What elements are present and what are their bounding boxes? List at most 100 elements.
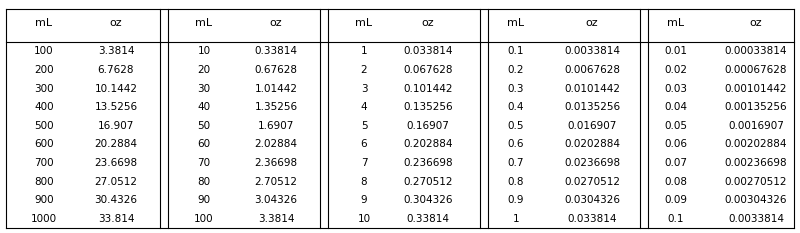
Text: 2.02884: 2.02884 xyxy=(254,140,298,149)
Text: 4: 4 xyxy=(361,102,367,112)
Text: oz: oz xyxy=(422,18,434,28)
Text: 50: 50 xyxy=(198,121,210,131)
Text: 0.03: 0.03 xyxy=(665,84,687,93)
Text: 60: 60 xyxy=(198,140,210,149)
Text: mL: mL xyxy=(667,18,685,28)
Text: 1.35256: 1.35256 xyxy=(254,102,298,112)
Text: 1: 1 xyxy=(513,214,519,224)
Text: 0.00236698: 0.00236698 xyxy=(725,158,787,168)
Text: 2.36698: 2.36698 xyxy=(254,158,298,168)
Text: 0.7: 0.7 xyxy=(508,158,524,168)
Text: 0.1: 0.1 xyxy=(508,46,524,56)
Text: 0.5: 0.5 xyxy=(508,121,524,131)
Text: 6: 6 xyxy=(361,140,367,149)
Text: 3: 3 xyxy=(361,84,367,93)
Text: 0.2: 0.2 xyxy=(508,65,524,75)
Text: 1.6907: 1.6907 xyxy=(258,121,294,131)
Text: 40: 40 xyxy=(198,102,210,112)
Text: 600: 600 xyxy=(34,140,54,149)
Text: 3.3814: 3.3814 xyxy=(258,214,294,224)
Text: 0.00270512: 0.00270512 xyxy=(725,177,787,187)
Text: 0.33814: 0.33814 xyxy=(254,46,298,56)
Text: oz: oz xyxy=(270,18,282,28)
Text: 0.67628: 0.67628 xyxy=(254,65,298,75)
Text: 0.4: 0.4 xyxy=(508,102,524,112)
Text: 0.02: 0.02 xyxy=(665,65,687,75)
Text: 100: 100 xyxy=(34,46,54,56)
Text: 0.1: 0.1 xyxy=(668,214,684,224)
Text: 0.00033814: 0.00033814 xyxy=(725,46,787,56)
Text: 5: 5 xyxy=(361,121,367,131)
Text: 9: 9 xyxy=(361,195,367,205)
Text: 0.0270512: 0.0270512 xyxy=(564,177,620,187)
Text: 0.8: 0.8 xyxy=(508,177,524,187)
Text: 30: 30 xyxy=(198,84,210,93)
Text: 100: 100 xyxy=(194,214,214,224)
Text: 70: 70 xyxy=(198,158,210,168)
Text: 0.067628: 0.067628 xyxy=(403,65,453,75)
Text: 20.2884: 20.2884 xyxy=(94,140,138,149)
Text: 23.6698: 23.6698 xyxy=(94,158,138,168)
Text: 0.202884: 0.202884 xyxy=(403,140,453,149)
Text: 33.814: 33.814 xyxy=(98,214,134,224)
Text: 0.016907: 0.016907 xyxy=(567,121,617,131)
Text: 10.1442: 10.1442 xyxy=(94,84,138,93)
Text: 0.0033814: 0.0033814 xyxy=(728,214,784,224)
Text: 400: 400 xyxy=(34,102,54,112)
Text: 30.4326: 30.4326 xyxy=(94,195,138,205)
Text: 10: 10 xyxy=(358,214,370,224)
Text: oz: oz xyxy=(750,18,762,28)
Text: 0.0135256: 0.0135256 xyxy=(564,102,620,112)
Text: 0.033814: 0.033814 xyxy=(403,46,453,56)
Text: 500: 500 xyxy=(34,121,54,131)
Text: 900: 900 xyxy=(34,195,54,205)
Text: 3.04326: 3.04326 xyxy=(254,195,298,205)
Text: 0.00067628: 0.00067628 xyxy=(725,65,787,75)
Text: 0.0033814: 0.0033814 xyxy=(564,46,620,56)
Text: 0.16907: 0.16907 xyxy=(406,121,450,131)
Text: 0.01: 0.01 xyxy=(665,46,687,56)
Text: 300: 300 xyxy=(34,84,54,93)
Text: 0.00101442: 0.00101442 xyxy=(725,84,787,93)
Text: 0.9: 0.9 xyxy=(508,195,524,205)
Text: 2.70512: 2.70512 xyxy=(254,177,298,187)
Text: 0.135256: 0.135256 xyxy=(403,102,453,112)
Text: 10: 10 xyxy=(198,46,210,56)
Text: 16.907: 16.907 xyxy=(98,121,134,131)
Text: 13.5256: 13.5256 xyxy=(94,102,138,112)
Text: 0.0016907: 0.0016907 xyxy=(728,121,784,131)
Text: 0.0101442: 0.0101442 xyxy=(564,84,620,93)
Text: 20: 20 xyxy=(198,65,210,75)
Text: 8: 8 xyxy=(361,177,367,187)
Text: 0.0236698: 0.0236698 xyxy=(564,158,620,168)
Text: 90: 90 xyxy=(198,195,210,205)
Text: mL: mL xyxy=(355,18,373,28)
Text: mL: mL xyxy=(507,18,525,28)
Text: 0.06: 0.06 xyxy=(665,140,687,149)
Text: 3.3814: 3.3814 xyxy=(98,46,134,56)
Text: mL: mL xyxy=(195,18,213,28)
Text: 0.033814: 0.033814 xyxy=(567,214,617,224)
Text: 6.7628: 6.7628 xyxy=(98,65,134,75)
Text: 1: 1 xyxy=(361,46,367,56)
Text: 1.01442: 1.01442 xyxy=(254,84,298,93)
Text: 0.00202884: 0.00202884 xyxy=(725,140,787,149)
Text: 200: 200 xyxy=(34,65,54,75)
Text: 0.304326: 0.304326 xyxy=(403,195,453,205)
Text: 0.07: 0.07 xyxy=(665,158,687,168)
Text: 0.00135256: 0.00135256 xyxy=(725,102,787,112)
Text: 0.101442: 0.101442 xyxy=(403,84,453,93)
Text: 0.09: 0.09 xyxy=(665,195,687,205)
Text: 0.6: 0.6 xyxy=(508,140,524,149)
Text: 0.3: 0.3 xyxy=(508,84,524,93)
Text: 27.0512: 27.0512 xyxy=(94,177,138,187)
Text: 0.0304326: 0.0304326 xyxy=(564,195,620,205)
Text: 800: 800 xyxy=(34,177,54,187)
Text: 2: 2 xyxy=(361,65,367,75)
Text: 0.04: 0.04 xyxy=(665,102,687,112)
Text: 7: 7 xyxy=(361,158,367,168)
Text: 0.0067628: 0.0067628 xyxy=(564,65,620,75)
Text: mL: mL xyxy=(35,18,53,28)
Text: 0.270512: 0.270512 xyxy=(403,177,453,187)
Text: 0.236698: 0.236698 xyxy=(403,158,453,168)
